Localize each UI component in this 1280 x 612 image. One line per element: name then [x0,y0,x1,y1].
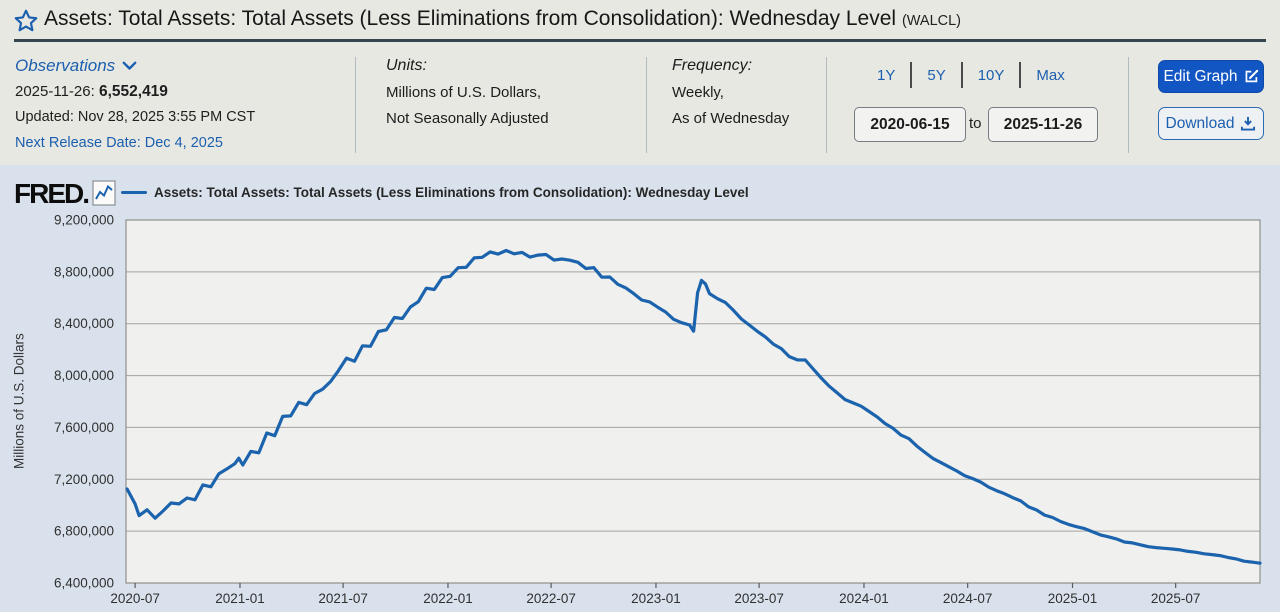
range-button-5y[interactable]: 5Y [927,66,946,84]
observations-dropdown[interactable]: Observations [15,56,137,76]
frequency-label: Frequency: [672,57,753,74]
y-axis-tick-label: 7,600,000 [54,420,114,435]
title-divider [14,39,1266,42]
range-buttons: 1Y 5Y 10Y Max [862,62,1080,88]
range-separator [910,62,913,88]
x-axis-tick-label: 2022-01 [423,591,473,606]
y-axis-tick-label: 8,800,000 [54,264,114,279]
y-axis-tick-label: 8,000,000 [54,368,114,383]
divider [826,57,827,153]
y-axis-title: Millions of U.S. Dollars [11,333,27,470]
series-title: Assets: Total Assets: Total Assets (Less… [44,7,897,30]
latest-observation: 2025-11-26: 6,552,419 [15,83,168,101]
divider [355,57,356,153]
x-axis-tick-label: 2021-07 [318,591,368,606]
latest-observation-date: 2025-11-26: [15,83,95,100]
edit-graph-label: Edit Graph [1163,67,1238,85]
x-axis-tick-label: 2022-07 [526,591,576,606]
download-label: Download [1165,114,1235,132]
series-ticker: (WALCL) [901,13,962,29]
plot-border [125,219,1261,584]
range-separator [960,62,963,88]
date-range-to-label: to [969,115,982,132]
chevron-down-icon [122,61,137,70]
range-button-1y[interactable]: 1Y [877,66,896,84]
chart-panel: 6,400,000 6,800,000 7,200,000 7,600,000 8,00… [0,165,1280,612]
legend-line-swatch [121,191,147,194]
x-axis-tick-label: 2025-01 [1048,591,1098,606]
observations-label: Observations [15,56,116,75]
end-date-input[interactable]: 2025-11-26 [988,107,1098,142]
y-axis-tick-label: 7,200,000 [54,472,114,487]
fred-logo-graph-icon [92,180,116,206]
divider [646,57,647,153]
edit-pencil-icon [1245,69,1258,83]
updated-timestamp: Updated: Nov 28, 2025 3:55 PM CST [15,109,256,125]
x-axis-tick-label: 2021-01 [215,591,265,606]
legend: Assets: Total Assets: Total Assets (Less… [121,185,749,200]
latest-observation-value: 6,552,419 [98,83,168,100]
x-axis-tick-label: 2023-07 [734,591,784,606]
x-axis-tick-label: 2024-01 [839,591,889,606]
legend-label: Assets: Total Assets: Total Assets (Less… [154,185,749,200]
page-title: Assets: Total Assets: Total Assets (Less… [44,7,961,31]
y-axis-tick-label: 6,800,000 [54,524,114,539]
range-separator [1019,62,1022,88]
x-axis-tick-label: 2024-07 [943,591,993,606]
y-axis-tick-label: 9,200,000 [54,213,114,228]
frequency-value-line2: As of Wednesday [672,110,790,127]
plot-background [126,220,1260,583]
fred-logo: FRED. [14,178,90,209]
favorite-star-icon[interactable] [13,8,39,34]
y-axis-tick-label: 6,400,000 [54,576,114,591]
data-line[interactable] [125,248,1262,565]
x-axis-tick-label: 2020-07 [110,591,160,606]
divider [1128,57,1129,153]
units-label: Units: [386,57,427,74]
frequency-value-line1: Weekly, [672,84,724,101]
y-axis-tick-label: 8,400,000 [54,316,114,331]
units-value-line2: Not Seasonally Adjusted [386,110,549,127]
range-button-max[interactable]: Max [1036,66,1065,84]
edit-graph-button[interactable]: Edit Graph [1158,60,1264,93]
time-series-plot[interactable]: 6,400,000 6,800,000 7,200,000 7,600,000 8,00… [0,165,1280,612]
start-date-input[interactable]: 2020-06-15 [854,107,966,142]
x-axis-tick-label: 2023-01 [631,591,681,606]
download-button[interactable]: Download [1158,107,1264,140]
next-release-link[interactable]: Next Release Date: Dec 4, 2025 [15,135,223,151]
download-icon [1241,116,1256,131]
x-axis-tick-label: 2025-07 [1151,591,1201,606]
units-value-line1: Millions of U.S. Dollars, [386,84,542,101]
range-button-10y[interactable]: 10Y [977,66,1005,84]
